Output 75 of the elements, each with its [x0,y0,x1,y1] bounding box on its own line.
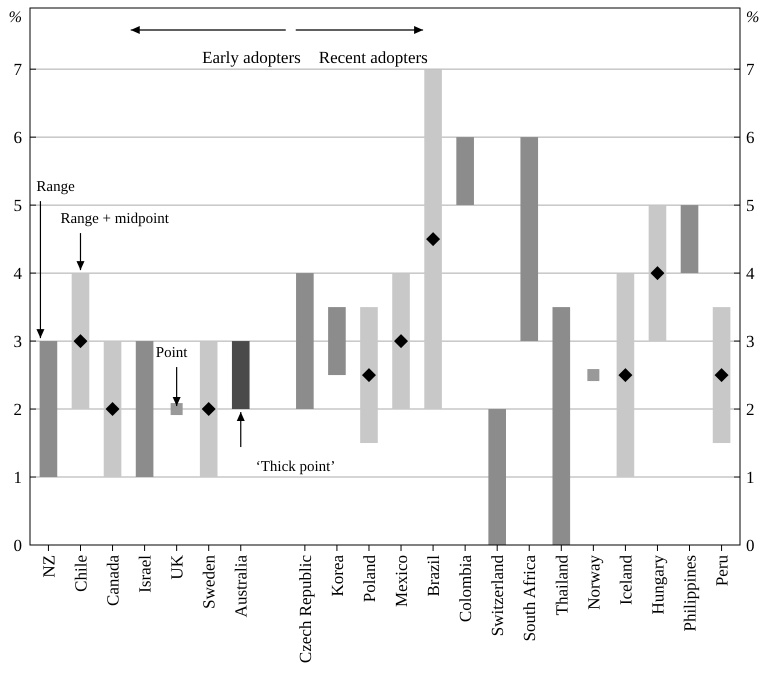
x-tick-label: Colombia [456,554,476,622]
annotation: Point [156,345,188,362]
bar [200,341,218,478]
x-tick-label: Hungary [648,554,668,614]
y-tick-label: 5 [14,196,22,216]
bar [680,205,698,274]
x-tick-label: Thailand [552,554,572,616]
bar [552,307,570,545]
x-tick-label: Iceland [616,554,636,606]
point [73,334,88,348]
x-tick-label: Sweden [200,554,219,609]
point [394,334,408,348]
annotation: Early adopters [202,48,301,67]
x-tick-label: Israel [136,554,155,593]
y-tick-label: 2 [14,400,22,419]
bar [712,307,730,444]
x-tick-label: Philippines [680,555,700,632]
bar [104,341,122,478]
x-tick-label: Peru [712,554,732,586]
y2-tick-label: 0 [746,536,754,555]
bar [296,273,314,410]
x-tick-label: Poland [360,554,379,602]
bar [424,69,442,410]
y-axis-title: % [8,9,22,26]
point [170,403,183,416]
y-tick-label: 6 [14,128,22,148]
x-tick-label: Canada [103,554,122,606]
point [618,368,632,382]
x-tick-label: Korea [328,554,347,597]
x-tick-label: Australia [232,554,251,618]
y-tick-label: 3 [14,332,22,352]
annotation: Range [36,179,76,196]
point [106,402,120,416]
x-tick-label: Switzerland [488,554,508,636]
annotation: Recent adopters [318,48,428,67]
y2-tick-label: 1 [746,468,754,487]
bar [232,341,250,410]
x-tick-label: NZ [39,555,58,578]
bar [328,307,346,376]
bar [360,307,378,444]
y2-tick-label: 4 [746,264,755,284]
bar [648,205,666,342]
x-tick-label: South Africa [520,554,540,642]
point [362,368,376,382]
x-tick-label: Czech Republic [296,554,315,664]
bar [40,341,58,478]
x-tick-label: Chile [71,555,90,592]
x-tick-label: Brazil [424,554,444,597]
x-tick-label: Mexico [392,555,411,607]
y2-axis-title: % [746,9,760,26]
point [650,266,664,280]
bar [520,137,538,342]
annotation: ‘Thick point’ [256,459,336,476]
y-tick-label: 7 [14,60,22,80]
bar [616,273,634,478]
y2-tick-label: 3 [746,332,754,352]
y2-tick-label: 7 [746,60,755,80]
point [587,369,600,382]
y2-tick-label: 2 [746,400,754,419]
x-tick-label: UK [168,554,187,580]
bar [488,409,506,545]
bar [72,273,90,410]
point [714,368,729,382]
y2-tick-label: 6 [746,128,754,148]
y2-tick-label: 5 [746,196,754,216]
bar [456,137,474,206]
annotation: Range + midpoint [60,211,170,228]
y-tick-label: 4 [14,264,22,284]
y-tick-label: 1 [14,468,22,487]
y-tick-label: 0 [14,536,22,555]
point [426,232,440,246]
x-tick-label: Norway [584,554,604,610]
point [202,402,216,416]
bar [136,341,154,478]
bar [392,273,410,410]
